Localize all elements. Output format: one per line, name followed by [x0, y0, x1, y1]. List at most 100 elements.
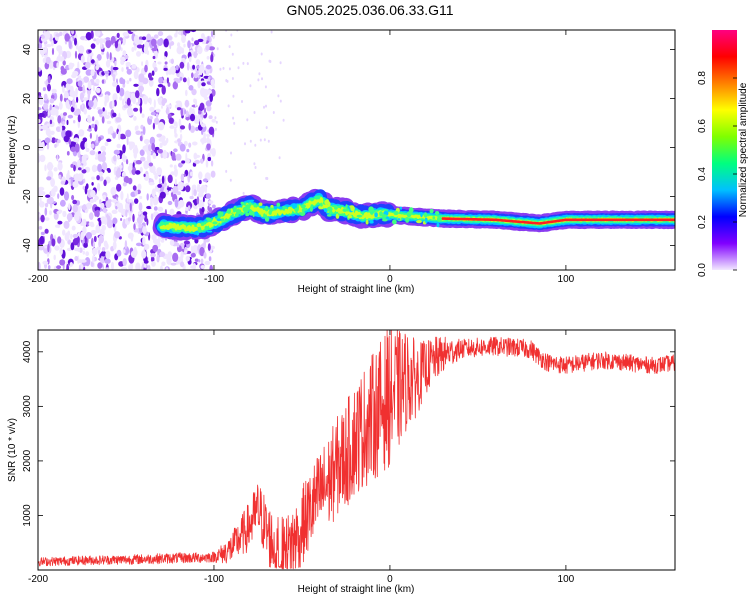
spectrogram-ridge-blob — [259, 205, 265, 209]
spectrogram-noise-speck — [264, 85, 267, 89]
spectrogram-ridge-blob — [233, 205, 237, 211]
spectrogram-noise-blob — [210, 54, 214, 63]
spectrogram-noise-blob — [38, 67, 41, 72]
spectrogram-noise-blob — [51, 47, 55, 56]
spectrogram-noise-blob — [157, 183, 163, 188]
spectrogram-noise-blob — [44, 137, 51, 144]
spectrogram-noise-blob — [47, 110, 50, 117]
spectrogram-noise-blob — [174, 133, 178, 138]
spectrogram-noise-blob — [134, 189, 138, 196]
spectrogram-noise-blob — [100, 251, 107, 257]
spectrogram-noise-blob — [108, 199, 112, 203]
spectrogram-noise-speck — [279, 61, 282, 65]
spectrogram-noise-blob — [153, 201, 157, 206]
spectrogram-noise-blob — [48, 196, 54, 204]
spectrogram-noise-blob — [100, 38, 103, 49]
spectrogram-noise-blob — [166, 35, 173, 41]
spectrogram-noise-blob — [53, 254, 56, 260]
spectrogram-noise-blob — [179, 61, 185, 69]
spectrogram-noise-blob — [122, 182, 127, 187]
spectrogram-noise-blob — [87, 80, 92, 90]
spectrogram-noise-blob — [107, 127, 114, 134]
spectrogram-noise-blob — [208, 46, 215, 51]
spectrogram-noise-blob — [161, 175, 165, 184]
spectrogram-ridge-blob — [345, 204, 348, 209]
spectrogram-noise-blob — [150, 256, 155, 263]
spectrogram-noise-blob — [130, 235, 134, 242]
spectrogram-noise-blob — [170, 188, 173, 193]
spectrogram-noise-blob — [44, 217, 50, 221]
spectrogram-noise-blob — [143, 260, 149, 264]
spectrogram-noise-blob — [54, 143, 57, 148]
spectrogram-noise-blob — [193, 189, 197, 197]
spectrogram-noise-blob — [137, 183, 142, 191]
spectrogram-ytick-label: 20 — [22, 93, 33, 105]
spectrogram-ytick-label: -20 — [22, 189, 33, 204]
spectrogram-noise-blob — [152, 244, 159, 252]
spectrogram-noise-blob — [200, 123, 206, 128]
spectrogram-noise-blob — [90, 143, 95, 149]
spectrogram-noise-blob — [66, 78, 73, 85]
spectrogram-noise-blob — [47, 265, 51, 270]
spectrogram-noise-blob — [175, 121, 178, 129]
spectrogram-noise-blob — [80, 231, 85, 241]
spectrogram-noise-blob — [189, 113, 196, 122]
spectrogram-noise-blob — [133, 223, 136, 230]
spectrogram-noise-blob — [99, 199, 102, 205]
spectrogram-noise-blob — [159, 191, 166, 199]
spectrogram-noise-blob — [62, 60, 66, 66]
spectrogram-noise-blob — [208, 256, 212, 262]
spectrogram-noise-blob — [180, 107, 183, 117]
spectrogram-ridge-blob — [400, 206, 402, 210]
spectrogram-noise-blob — [40, 214, 45, 223]
spectrogram-noise-blob — [185, 157, 190, 164]
spectrogram-noise-blob — [199, 246, 205, 257]
spectrogram-ridge-blob — [423, 212, 428, 218]
spectrogram-noise-blob — [38, 107, 42, 111]
spectrogram-noise-speck — [231, 77, 234, 80]
spectrogram-noise-speck — [231, 52, 234, 56]
spectrogram-noise-blob — [73, 120, 76, 124]
spectrogram-noise-blob — [200, 87, 206, 97]
spectrogram-noise-blob — [100, 145, 106, 152]
spectrogram-noise-blob — [75, 87, 78, 97]
spectrogram-noise-blob — [38, 112, 45, 118]
spectrogram-noise-blob — [204, 96, 209, 101]
spectrogram-noise-blob — [201, 82, 206, 87]
spectrogram-noise-blob — [102, 194, 107, 200]
spectrogram-noise-blob — [88, 222, 92, 226]
spectrogram-ridge-blob — [298, 212, 304, 215]
spectrogram-noise-blob — [157, 31, 164, 37]
spectrogram-noise-blob — [172, 252, 179, 262]
spectrogram-noise-blob — [175, 153, 182, 161]
spectrogram-ridge-blob — [408, 207, 414, 213]
spectrogram-ridge-blob — [268, 210, 272, 215]
spectrogram-noise-blob — [70, 176, 73, 186]
spectrogram-noise-blob — [104, 99, 107, 107]
spectrogram-noise-blob — [77, 75, 82, 79]
spectrogram-noise-blob — [177, 42, 181, 48]
spectrogram-noise-blob — [72, 199, 78, 205]
spectrogram-noise-blob — [151, 188, 156, 198]
spectrogram-noise-blob — [74, 143, 80, 153]
spectrogram-noise-blob — [141, 113, 145, 118]
spectrogram-noise-blob — [192, 244, 199, 255]
spectrogram-noise-blob — [135, 262, 141, 270]
spectrogram-noise-blob — [38, 213, 42, 218]
spectrogram-noise-speck — [278, 156, 281, 160]
spectrogram-ridge-blob — [253, 203, 257, 208]
spectrogram-noise-blob — [57, 220, 63, 225]
spectrogram-noise-blob — [129, 77, 132, 82]
spectrogram-noise-blob — [100, 202, 105, 209]
spectrogram-noise-blob — [81, 218, 87, 227]
spectrogram-noise-blob — [106, 120, 112, 125]
spectrogram-noise-blob — [49, 98, 55, 104]
spectrogram-noise-speck — [242, 191, 245, 195]
spectrogram-noise-blob — [150, 116, 153, 120]
spectrogram-noise-blob — [74, 256, 79, 261]
snr-ytick-label: 1000 — [22, 504, 33, 527]
spectrogram-ridge-blob — [245, 212, 250, 217]
spectrogram-noise-blob — [191, 188, 194, 197]
spectrogram-noise-blob — [66, 151, 70, 156]
spectrogram-noise-speck — [213, 53, 216, 57]
